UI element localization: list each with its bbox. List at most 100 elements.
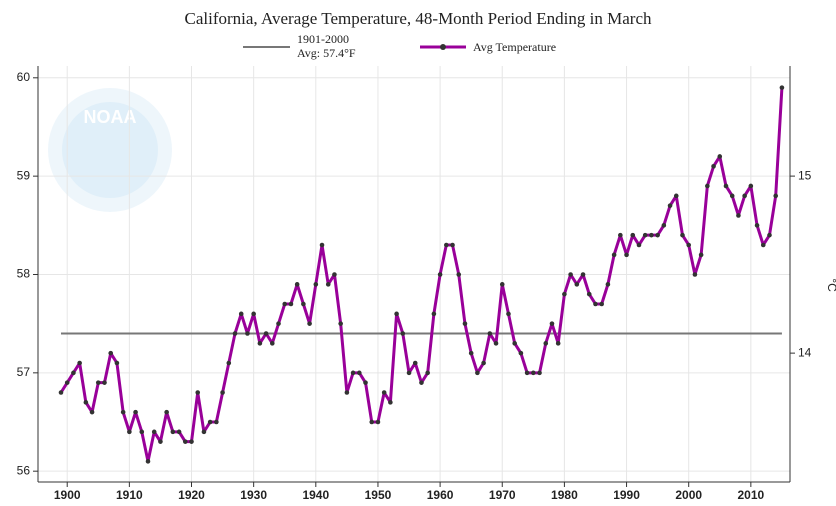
x-tick-label: 1930 — [240, 488, 267, 502]
data-point — [394, 311, 399, 317]
y-tick-label: 57 — [17, 365, 31, 379]
data-point — [543, 341, 549, 346]
data-point — [214, 419, 219, 425]
data-point — [189, 439, 194, 444]
data-point — [767, 232, 772, 238]
data-point — [729, 193, 735, 199]
data-point — [58, 390, 64, 395]
data-point — [705, 183, 710, 189]
data-point — [151, 429, 157, 435]
x-tick-label: 1920 — [178, 488, 205, 502]
data-point — [201, 429, 207, 435]
data-point — [450, 242, 455, 248]
data-point — [593, 301, 598, 307]
data-point — [64, 380, 70, 385]
data-point — [524, 370, 530, 376]
data-point — [468, 350, 474, 356]
data-point — [586, 291, 592, 297]
data-point — [742, 193, 747, 199]
data-point — [381, 390, 387, 395]
data-point — [114, 360, 120, 366]
data-point — [220, 390, 225, 395]
data-point — [139, 429, 145, 435]
data-point — [506, 311, 511, 317]
data-point — [313, 282, 319, 287]
data-point — [574, 282, 580, 287]
x-tick-label: 1940 — [302, 488, 329, 502]
data-point — [182, 439, 188, 444]
data-point — [102, 380, 107, 385]
legend-label: 1901-2000 — [297, 32, 349, 46]
x-tick-label: 1970 — [489, 488, 516, 502]
data-point — [661, 223, 667, 228]
data-point — [400, 331, 406, 336]
data-point — [642, 232, 648, 238]
data-point — [207, 419, 213, 425]
data-point — [680, 232, 685, 238]
data-point — [164, 409, 169, 415]
data-point — [127, 429, 132, 435]
data-point — [636, 242, 642, 248]
data-point — [288, 301, 294, 307]
data-point — [363, 380, 368, 385]
data-point — [133, 409, 138, 415]
data-point — [537, 370, 542, 376]
chart-title: California, Average Temperature, 48-Mont… — [185, 9, 652, 28]
data-point — [717, 154, 723, 159]
data-point — [611, 252, 617, 258]
data-point — [649, 232, 654, 238]
data-point — [332, 272, 337, 277]
logo-disc — [62, 102, 158, 198]
data-point — [624, 252, 629, 258]
data-point — [655, 232, 660, 238]
data-point — [419, 380, 424, 385]
data-point — [350, 370, 356, 376]
data-point — [618, 232, 623, 238]
logo-ring — [48, 88, 172, 212]
data-point — [562, 291, 567, 297]
data-point — [444, 242, 449, 248]
data-point — [686, 242, 691, 248]
y-tick-label: 56 — [17, 463, 31, 477]
data-point — [437, 272, 443, 277]
x-tick-label: 2010 — [737, 488, 764, 502]
data-point — [518, 350, 524, 356]
data-point — [369, 419, 375, 425]
data-point — [667, 203, 673, 208]
data-point — [238, 311, 244, 317]
data-point — [568, 272, 573, 277]
y-tick-label: 60 — [17, 70, 31, 84]
data-point — [319, 242, 325, 248]
data-point — [170, 429, 176, 435]
data-point — [301, 301, 306, 307]
data-point — [760, 242, 766, 248]
data-point — [294, 282, 300, 287]
data-point — [226, 360, 232, 366]
data-point — [499, 282, 505, 287]
data-point — [723, 183, 729, 189]
data-point — [412, 360, 418, 366]
data-point — [307, 321, 312, 326]
data-point — [512, 341, 517, 346]
data-point — [71, 370, 76, 376]
data-point — [493, 341, 499, 346]
data-point — [487, 331, 493, 336]
x-tick-label: 1960 — [427, 488, 454, 502]
data-point — [282, 301, 288, 307]
y2-tick-label: 14 — [798, 345, 812, 359]
data-point — [344, 390, 350, 395]
data-point — [754, 223, 760, 228]
x-tick-label: 1910 — [116, 488, 143, 502]
data-point — [357, 370, 362, 376]
data-point — [338, 321, 343, 326]
data-point — [270, 341, 275, 346]
x-tick-label: 1900 — [54, 488, 81, 502]
data-point — [251, 311, 256, 317]
x-tick-label: 1990 — [613, 488, 640, 502]
data-point — [580, 272, 586, 277]
data-point — [276, 321, 281, 326]
data-point — [325, 282, 331, 287]
data-point — [158, 439, 163, 444]
data-point — [232, 331, 238, 336]
